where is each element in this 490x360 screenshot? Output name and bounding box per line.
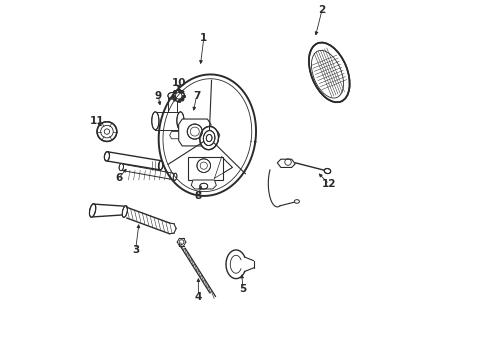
- Text: 7: 7: [193, 91, 200, 101]
- Text: 12: 12: [322, 179, 337, 189]
- Text: 2: 2: [318, 5, 326, 15]
- Text: 5: 5: [240, 284, 247, 294]
- Ellipse shape: [206, 135, 212, 141]
- Text: 6: 6: [115, 173, 122, 183]
- Polygon shape: [215, 157, 232, 178]
- Ellipse shape: [90, 204, 96, 217]
- Ellipse shape: [294, 200, 299, 203]
- Polygon shape: [191, 180, 216, 189]
- Ellipse shape: [104, 152, 109, 161]
- Polygon shape: [170, 132, 179, 139]
- Text: 10: 10: [172, 78, 186, 88]
- Ellipse shape: [203, 131, 215, 145]
- Ellipse shape: [122, 206, 127, 217]
- Polygon shape: [277, 159, 295, 167]
- Ellipse shape: [187, 124, 202, 139]
- Ellipse shape: [200, 183, 208, 189]
- Ellipse shape: [152, 112, 159, 130]
- Text: 3: 3: [132, 245, 139, 255]
- Text: 9: 9: [155, 91, 162, 101]
- Ellipse shape: [119, 163, 123, 171]
- Ellipse shape: [168, 93, 177, 99]
- Polygon shape: [168, 96, 177, 112]
- Ellipse shape: [177, 112, 184, 130]
- Ellipse shape: [200, 126, 219, 150]
- Ellipse shape: [158, 161, 163, 170]
- Ellipse shape: [309, 42, 350, 102]
- Text: 1: 1: [200, 33, 207, 43]
- Ellipse shape: [173, 173, 177, 180]
- Text: 11: 11: [90, 116, 104, 126]
- Ellipse shape: [324, 168, 331, 174]
- Ellipse shape: [197, 159, 211, 172]
- Text: 8: 8: [195, 191, 202, 201]
- Polygon shape: [188, 157, 223, 180]
- Ellipse shape: [173, 90, 184, 102]
- Polygon shape: [211, 132, 220, 139]
- Polygon shape: [179, 119, 211, 146]
- Polygon shape: [155, 112, 180, 130]
- Text: 4: 4: [195, 292, 202, 302]
- Ellipse shape: [97, 122, 117, 141]
